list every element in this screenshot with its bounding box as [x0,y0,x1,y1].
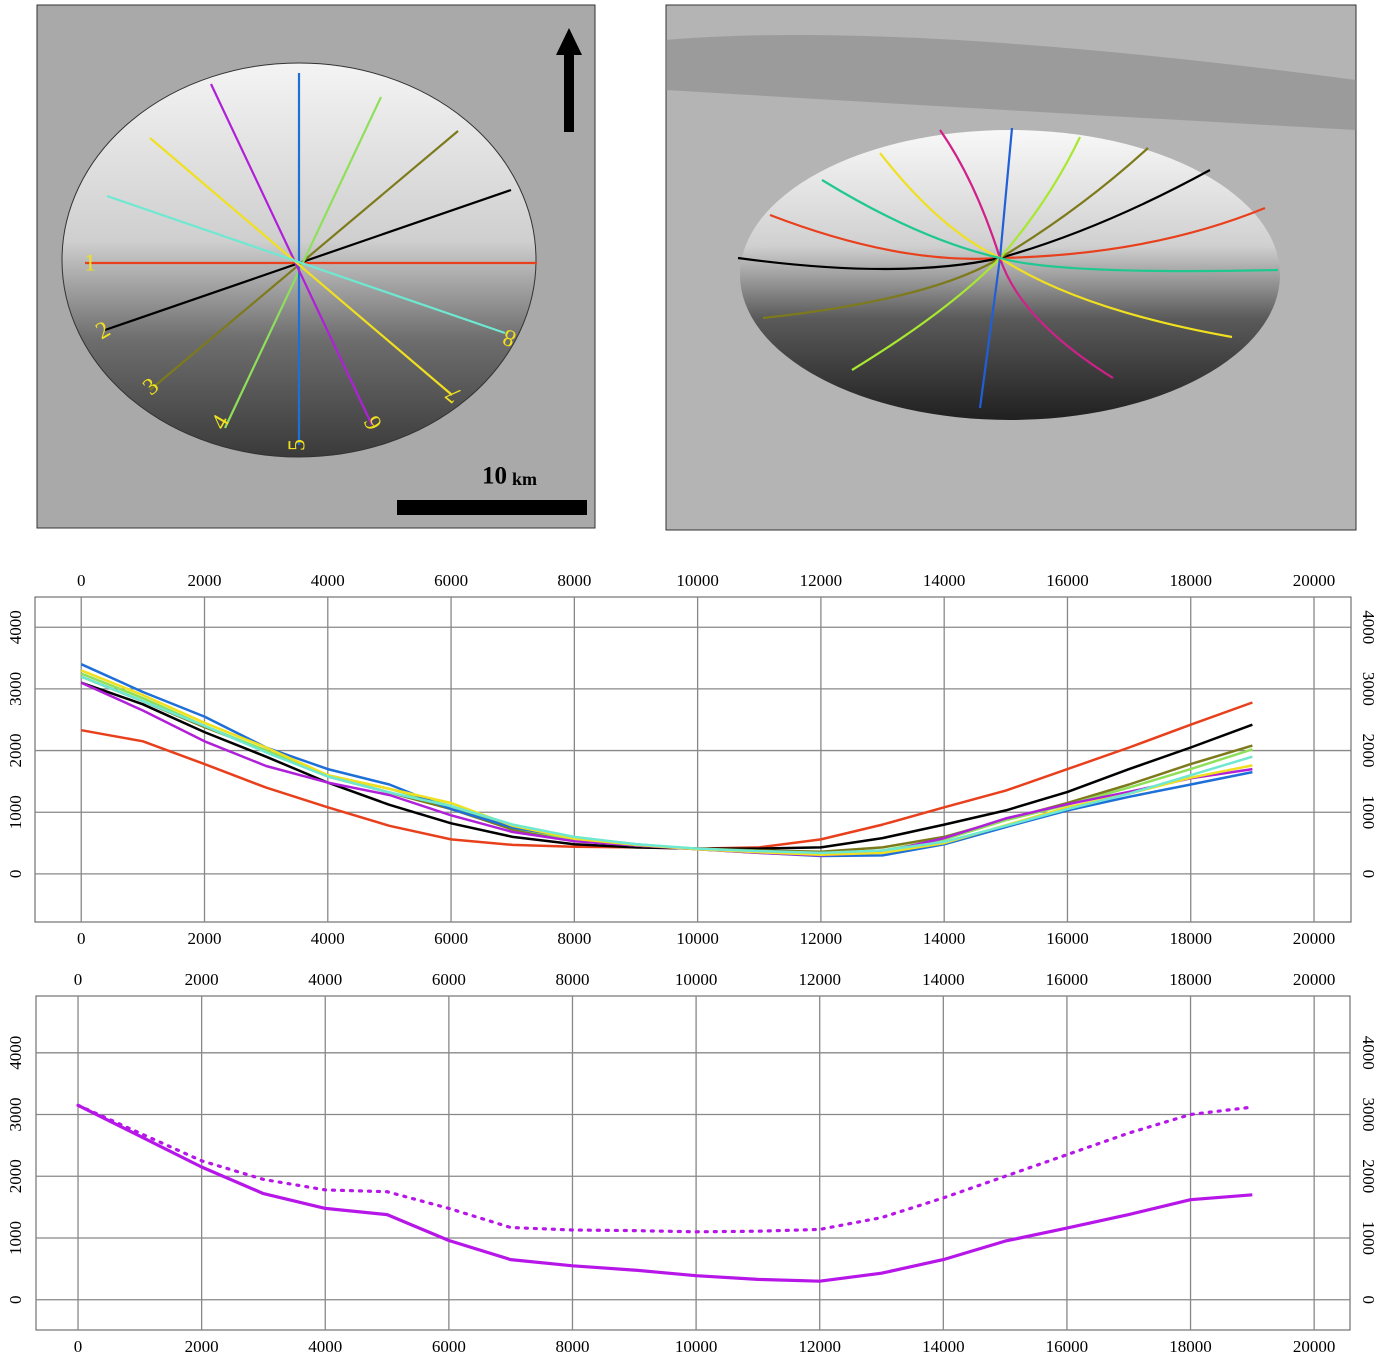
x-tick-label: 14000 [922,1337,965,1356]
x-tick-label: 0 [77,571,86,590]
line-series [80,681,1253,857]
x-tick-label: 20000 [1293,970,1336,989]
x-tick-label: 20000 [1293,571,1336,590]
y-tick-label: 0 [1359,1295,1378,1304]
profile-number: 5 [285,439,311,451]
x-tick-label: 18000 [1169,970,1212,989]
x-tick-label: 6000 [432,970,466,989]
y-tick-label: 2000 [6,1159,25,1193]
y-tick-label: 3000 [6,1098,25,1132]
x-tick-label: 8000 [555,1337,589,1356]
x-tick-label: 4000 [308,1337,342,1356]
x-tick-label: 2000 [185,1337,219,1356]
profile-line [879,152,1233,339]
y-tick-label: 2000 [6,734,25,768]
x-tick-label: 16000 [1046,970,1089,989]
line-series [76,1103,1254,1234]
scale-value: 10 [482,463,507,490]
x-tick-label: 4000 [311,571,345,590]
y-tick-label: 1000 [6,795,25,829]
x-tick-label: 10000 [676,571,719,590]
right-map [665,4,1357,531]
left-map: 1 2 3 4 5 6 7 8 10 km [36,4,596,529]
plot-area [34,596,1352,923]
y-tick-label: 0 [1359,870,1378,879]
x-tick-label: 0 [77,929,86,948]
line-series [80,675,1253,855]
x-tick-label: 4000 [311,929,345,948]
y-tick-label: 3000 [1359,672,1378,706]
crater [740,130,1280,420]
x-tick-label: 0 [74,970,83,989]
x-tick-label: 12000 [800,571,843,590]
x-tick-label: 10000 [675,970,718,989]
x-tick-label: 16000 [1046,929,1089,948]
y-tick-label: 3000 [6,672,25,706]
line-series [80,663,1253,858]
north-arrow [556,28,582,132]
y-tick-label: 4000 [1359,1036,1378,1070]
x-tick-label: 10000 [675,1337,718,1356]
y-tick-label: 3000 [1359,1098,1378,1132]
x-tick-label: 16000 [1046,571,1089,590]
y-tick-label: 1000 [1359,1221,1378,1255]
scale-bar [397,500,587,515]
x-tick-label: 18000 [1169,1337,1212,1356]
terrain [666,35,1356,130]
x-tick-label: 12000 [800,929,843,948]
profile-line [149,137,453,396]
x-tick-label: 16000 [1046,1337,1089,1356]
profile-line [106,194,506,335]
x-tick-label: 14000 [922,970,965,989]
profile-line [210,83,373,426]
profile-lines [85,73,537,445]
line-series [80,701,1253,850]
x-tick-label: 12000 [798,970,841,989]
x-tick-label: 2000 [188,929,222,948]
x-tick-label: 14000 [923,571,966,590]
line-series [80,675,1253,853]
profile-number: 1 [84,251,96,277]
x-tick-label: 6000 [434,571,468,590]
x-tick-label: 18000 [1169,571,1212,590]
y-tick-label: 4000 [6,1036,25,1070]
x-tick-label: 6000 [434,929,468,948]
scale-unit: km [512,469,537,489]
x-tick-label: 14000 [923,929,966,948]
x-tick-label: 2000 [188,571,222,590]
x-tick-label: 6000 [432,1337,466,1356]
y-tick-label: 1000 [6,1221,25,1255]
x-tick-label: 8000 [555,970,589,989]
x-tick-label: 8000 [557,929,591,948]
plot-area [35,995,1351,1331]
y-tick-label: 2000 [1359,734,1378,768]
y-tick-label: 4000 [1359,610,1378,644]
x-tick-label: 10000 [676,929,719,948]
y-tick-label: 0 [6,870,25,879]
x-tick-label: 8000 [557,571,591,590]
x-tick-label: 0 [74,1337,83,1356]
x-tick-label: 18000 [1169,929,1212,948]
profile-line [821,179,1279,273]
y-tick-label: 1000 [1359,795,1378,829]
x-tick-label: 4000 [308,970,342,989]
x-tick-label: 20000 [1293,1337,1336,1356]
y-tick-label: 2000 [1359,1159,1378,1193]
profile-lines [737,127,1279,409]
profile-line [104,188,512,332]
y-tick-label: 4000 [6,610,25,644]
x-tick-label: 12000 [798,1337,841,1356]
line-series [77,1103,1253,1283]
x-tick-label: 2000 [185,970,219,989]
y-tick-label: 0 [6,1295,25,1304]
x-tick-label: 20000 [1293,929,1336,948]
